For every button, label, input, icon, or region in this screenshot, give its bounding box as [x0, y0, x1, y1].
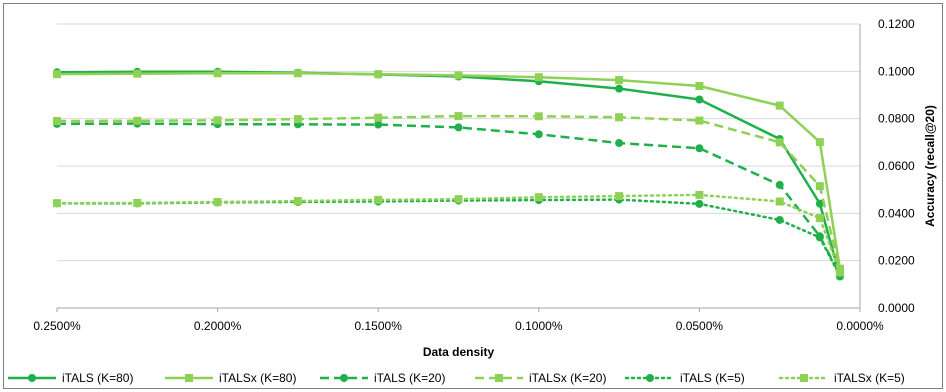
data-point — [815, 214, 824, 223]
series-5 — [53, 195, 844, 281]
data-point — [374, 195, 383, 204]
data-point — [775, 215, 784, 224]
data-point — [775, 138, 784, 147]
series-4 — [53, 112, 844, 275]
data-point — [293, 115, 302, 124]
legend: iTALS (K=80) iTALSx (K=80) iTALS (K=20) iTA… — [8, 371, 905, 385]
legend-marker — [340, 374, 348, 382]
data-point — [53, 117, 61, 126]
data-point — [615, 76, 624, 85]
series-1 — [53, 67, 844, 281]
data-point — [815, 182, 824, 191]
x-tick-label: 0.2500% — [33, 319, 81, 333]
data-point — [374, 70, 383, 79]
data-point — [53, 70, 61, 79]
series-line — [55, 193, 842, 274]
y-tick-labels: 0.0000 0.0200 0.0400 0.0600 0.0800 0.1000 0.12… — [878, 17, 915, 315]
data-point — [133, 69, 142, 78]
data-point — [615, 84, 624, 93]
x-tick-labels: 0.2500% 0.2000% 0.1500% 0.1000% 0.0500% 0.000… — [33, 319, 884, 333]
series-line — [56, 114, 842, 271]
y-tick-label: 0.0400 — [878, 206, 915, 220]
legend-item: iTALSx (K=5) — [778, 371, 905, 385]
legend-item: iTALS (K=5) — [624, 371, 745, 385]
legend-item: iTALS (K=80) — [8, 371, 133, 385]
series-line — [55, 198, 842, 278]
data-point — [213, 197, 222, 206]
data-point — [213, 116, 222, 125]
x-tick-label: 0.0500% — [676, 319, 724, 333]
data-point — [454, 123, 463, 132]
data-point — [695, 190, 704, 199]
legend-label: iTALSx (K=5) — [834, 371, 905, 385]
y-axis-title: Accuracy (recall@20) — [923, 105, 937, 227]
series-line — [56, 122, 842, 276]
series-6 — [53, 190, 844, 277]
data-point — [133, 198, 142, 207]
data-point — [615, 113, 624, 122]
data-point — [293, 69, 302, 78]
legend-label: iTALS (K=20) — [374, 371, 445, 385]
legend-item: iTALSx (K=20) — [475, 371, 606, 385]
data-point — [775, 101, 784, 110]
x-tick-label: 0.1000% — [515, 319, 563, 333]
data-point — [835, 268, 844, 277]
chart-border — [3, 3, 943, 389]
data-point — [695, 144, 704, 153]
x-tick-label: 0.2000% — [194, 319, 242, 333]
data-point — [293, 197, 302, 206]
data-point — [775, 180, 784, 189]
data-point — [213, 69, 222, 78]
data-point — [534, 193, 543, 202]
data-point — [775, 197, 784, 206]
y-tick-label: 0.1200 — [878, 17, 915, 31]
series-2 — [53, 69, 844, 273]
legend-marker — [646, 374, 654, 382]
x-tick-label: 0.0000% — [836, 319, 884, 333]
legend-label: iTALS (K=5) — [680, 371, 745, 385]
data-point — [534, 73, 543, 82]
y-tick-label: 0.0000 — [878, 301, 915, 315]
series-line — [56, 71, 842, 269]
y-tick-label: 0.0200 — [878, 254, 915, 268]
data-point — [454, 195, 463, 204]
series-line — [56, 70, 842, 277]
legend-label: iTALSx (K=80) — [219, 371, 296, 385]
data-point — [534, 112, 543, 121]
data-point — [695, 82, 704, 91]
data-point — [133, 116, 142, 125]
legend-marker — [28, 374, 36, 382]
legend-item: iTALS (K=20) — [320, 371, 445, 385]
y-tick-label: 0.0800 — [878, 112, 915, 126]
data-point — [53, 199, 61, 208]
y-tick-label: 0.0600 — [878, 159, 915, 173]
legend-marker — [495, 374, 503, 382]
data-point — [615, 192, 624, 201]
data-point — [374, 120, 383, 129]
data-point — [815, 138, 824, 147]
series-group — [53, 67, 844, 281]
data-point — [615, 139, 624, 148]
data-point — [695, 199, 704, 208]
axes — [56, 24, 861, 312]
legend-label: iTALS (K=80) — [62, 371, 133, 385]
y-tick-label: 0.1000 — [878, 64, 915, 78]
x-axis-title: Data density — [423, 345, 495, 359]
legend-label: iTALSx (K=20) — [529, 371, 606, 385]
data-point — [695, 95, 704, 104]
x-tick-label: 0.1500% — [355, 319, 403, 333]
data-point — [374, 113, 383, 122]
legend-marker — [185, 374, 193, 382]
legend-marker — [800, 374, 808, 382]
data-point — [454, 71, 463, 80]
legend-item: iTALSx (K=80) — [165, 371, 296, 385]
data-point — [815, 233, 824, 242]
data-point — [815, 199, 824, 208]
data-point — [454, 112, 463, 121]
data-point — [695, 116, 704, 125]
data-point — [534, 130, 543, 139]
